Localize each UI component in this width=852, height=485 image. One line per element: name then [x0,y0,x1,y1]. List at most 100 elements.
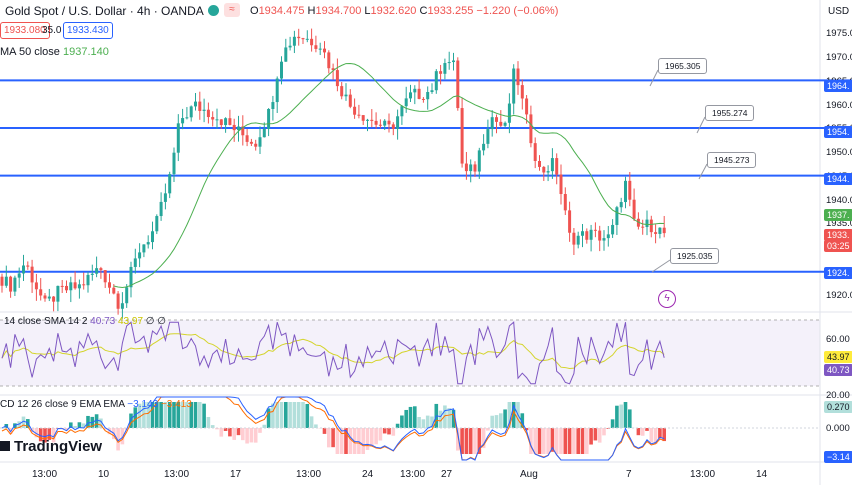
candle-body [129,266,133,288]
candle-body [73,282,77,289]
macd-hist-bar [361,428,365,454]
candle-body [194,101,197,107]
level-callout-1925[interactable]: 1925.035 [670,248,720,264]
macd-tag: −3.14 [824,451,852,463]
candle-body [439,71,443,74]
candle-body [0,276,4,286]
price-tick: 1970.0 [826,52,852,64]
candle-body [662,227,666,234]
macd-hist-bar [146,402,150,428]
macd-hist-bar [284,402,288,428]
candle-body [65,285,68,291]
candle-body [77,284,81,289]
macd-hist-bar [464,428,469,454]
candle-body [181,118,185,124]
rsi-legend[interactable]: 14 close SMA 14 2 40.73 43.97 ∅ ∅ [4,316,166,327]
macd-hist-bar [636,428,641,436]
macd-hist-bar [653,428,658,445]
candle-body [658,227,662,234]
price-tick: 1975.0 [826,28,852,40]
candle-body [9,276,13,292]
level-callout-1955[interactable]: 1955.274 [705,105,755,121]
macd-hist-bar [481,428,486,449]
macd-hist-bar [314,424,318,428]
currency-label[interactable]: USD [828,6,850,17]
ma-legend[interactable]: MA 50 close 1937.140 [0,46,109,58]
candle-body [559,174,563,195]
candle-body [133,258,137,267]
candle-body [443,63,447,74]
macd-hist-bar [43,428,47,443]
candle-body [585,231,589,240]
macd-hist-bar [533,428,537,454]
macd-hist-bar [81,423,86,428]
candle-body [477,150,481,172]
candle-body [69,282,73,291]
level-callout-1945[interactable]: 1945.273 [707,152,757,168]
candle-body [267,108,271,129]
price-tag-1964: 1964. [824,80,852,92]
candle-body [576,235,580,245]
macd-hist-bar [228,428,232,437]
macd-hist-bar [275,402,279,428]
macd-hist-bar [172,402,176,428]
rsi-tag: 40.73 [824,364,852,376]
macd-hist-bar [477,428,482,454]
candle-body [460,108,464,164]
macd-hist-bar [623,402,628,428]
replay-icon[interactable]: ≈ [224,3,240,17]
candle-body [331,68,335,71]
candle-body [611,224,615,235]
candle-body [426,92,430,100]
macd-hist-bar [460,428,464,454]
candle-body [370,119,374,121]
ma-50-line [113,62,665,288]
macd-hist-bar [395,423,400,428]
buy-button[interactable]: 1933.430 [63,22,113,39]
lightning-alert-icon[interactable]: ϟ [658,290,676,308]
candle-body [305,38,309,40]
time-tick: 13:00 [164,469,190,480]
tradingview-logo[interactable]: TradingView [0,438,102,455]
candle-body [168,174,172,194]
candle-body [206,109,210,118]
candle-body [507,103,511,123]
callout-leader-0 [649,69,659,87]
macd-hist-bar [628,409,632,428]
candle-body [353,106,357,115]
macd-hist-bar [507,402,512,428]
spread-value: 35.0 [42,25,62,36]
sell-button[interactable]: 1933.080 [0,22,50,39]
candle-body [512,68,516,104]
candle-body [417,88,421,99]
macd-legend[interactable]: CD 12 26 close 9 EMA EMA −3.143 −3.413 [0,399,192,410]
candle-body [589,229,593,240]
macd-hist-bar [425,415,430,428]
candle-body [22,265,25,274]
macd-hist-bar [34,428,39,438]
symbol-title[interactable]: Gold Spot / U.S. Dollar · 4h · OANDA [5,4,204,18]
candle-body [323,48,326,53]
candle-body [409,92,412,99]
macd-hist-bar [296,402,301,428]
macd-hist-bar [610,419,615,428]
candle-body [138,252,142,259]
candle-body [495,117,498,122]
macd-hist-bar [529,428,533,454]
candle-body [649,219,653,233]
macd-hist-bar [494,415,499,428]
level-callout-1965[interactable]: 1965.305 [658,58,708,74]
price-tick: 1950.0 [826,147,852,159]
macd-hist-bar [365,428,370,450]
rsi-tick-20: 20.00 [826,390,850,401]
candle-body [245,135,249,142]
candle-body [112,287,116,294]
tradingview-logo-icon [0,441,10,451]
macd-hist-bar [206,416,211,428]
macd-hist-bar [357,428,361,454]
candle-body [473,164,477,172]
callout-leader-1 [696,116,706,134]
macd-hist-bar [73,425,77,428]
candle-body [568,210,572,233]
